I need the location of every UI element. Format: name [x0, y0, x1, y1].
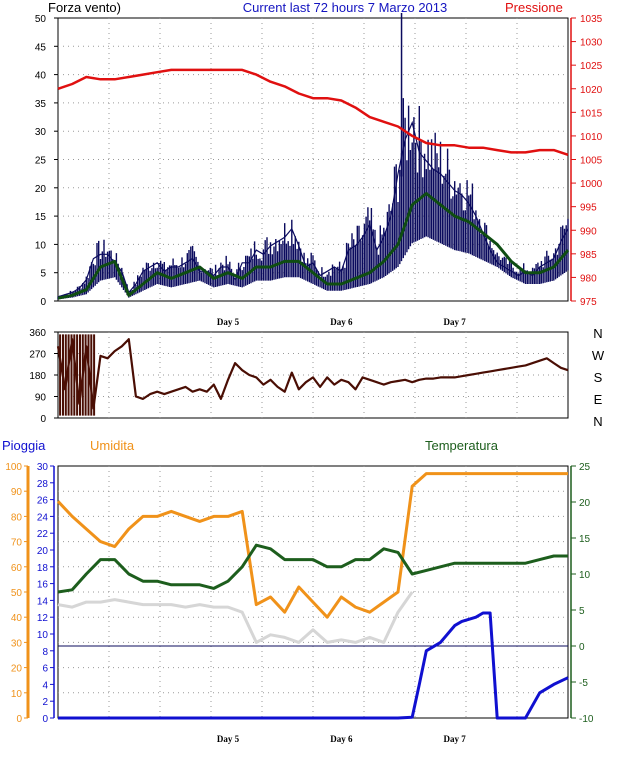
temperature-tick-label: 0	[579, 642, 585, 653]
rain-tick-label: 22	[37, 529, 49, 540]
temperature-series	[57, 543, 568, 594]
y-tick-label: 5	[40, 269, 46, 280]
rain-axis-title: Pioggia	[2, 438, 46, 453]
humidity-axis-title: Umidita	[90, 438, 135, 453]
y-tick-label: 360	[29, 328, 46, 339]
y-tick-label: 90	[35, 393, 47, 404]
y-tick-label: 40	[35, 71, 47, 82]
pressure-series	[57, 68, 569, 156]
temperature-tick-label: -10	[579, 714, 594, 725]
direction-chart-grid	[58, 332, 568, 418]
rain-tick-label: 26	[37, 496, 49, 507]
x-tick-label: Day 6	[330, 317, 353, 327]
pressure-tick-label: 1005	[580, 156, 603, 167]
rain-tick-label: 4	[42, 680, 48, 691]
pressure-axis-title: Pressione	[505, 0, 563, 15]
rain-tick-label: 8	[42, 647, 48, 658]
humidity-tick-label: 50	[11, 588, 23, 599]
pressure-tick-label: 985	[580, 250, 597, 261]
humidity-tick-label: 30	[11, 638, 23, 649]
compass-label: N	[593, 414, 602, 429]
y-tick-label: 20	[35, 184, 47, 195]
x-tick-label: Day 6	[330, 734, 353, 744]
wind-direction-oscillation	[59, 334, 96, 416]
pressure-tick-label: 975	[580, 297, 597, 308]
x-tick-label: Day 7	[444, 317, 467, 327]
compass-label: S	[594, 370, 603, 385]
pressure-tick-label: 990	[580, 226, 597, 237]
humidity-tick-label: 90	[11, 487, 23, 498]
humidity-tick-label: 20	[11, 664, 23, 675]
pressure-tick-label: 1020	[580, 85, 603, 96]
rain-series	[58, 611, 569, 720]
rain-tick-label: 10	[37, 630, 49, 641]
rain-tick-label: 6	[42, 664, 48, 675]
rain-tick-label: 18	[37, 563, 49, 574]
wind-mean-series	[57, 192, 570, 300]
y-tick-label: 0	[40, 414, 46, 425]
dewpoint-series	[57, 591, 414, 644]
humidity-tick-label: 10	[11, 689, 23, 700]
y-tick-label: 0	[40, 297, 46, 308]
rain-tick-label: 14	[37, 596, 49, 607]
x-tick-label: Day 5	[217, 734, 240, 744]
pressure-tick-label: 1035	[580, 14, 603, 25]
pressure-tick-label: 995	[580, 203, 597, 214]
rain-tick-label: 24	[37, 512, 49, 523]
y-tick-label: 45	[35, 42, 47, 53]
humidity-tick-label: 80	[11, 512, 23, 523]
rain-tick-label: 28	[37, 479, 49, 490]
rain-tick-label: 12	[37, 613, 49, 624]
y-tick-label: 35	[35, 99, 47, 110]
y-tick-label: 270	[29, 350, 46, 361]
pressure-tick-label: 1025	[580, 61, 603, 72]
temperature-tick-label: 5	[579, 606, 585, 617]
y-tick-label: 30	[35, 127, 47, 138]
temperature-tick-label: 25	[579, 462, 591, 473]
compass-label: W	[592, 348, 605, 363]
humidity-tick-label: 0	[16, 714, 22, 725]
rain-tick-label: 2	[42, 697, 48, 708]
x-tick-label: Day 7	[444, 734, 467, 744]
pressure-tick-label: 1000	[580, 179, 603, 190]
climate-chart-grid	[58, 466, 568, 718]
y-tick-label: 25	[35, 156, 47, 167]
compass-label: E	[594, 392, 603, 407]
humidity-tick-label: 60	[11, 563, 23, 574]
rain-tick-label: 30	[37, 462, 49, 473]
wind-axis-title: Forza vento)	[48, 0, 121, 15]
humidity-series	[56, 472, 568, 619]
y-tick-label: 50	[35, 14, 47, 25]
humidity-tick-label: 70	[11, 538, 23, 549]
pressure-tick-label: 1010	[580, 132, 603, 143]
pressure-tick-label: 1015	[580, 108, 603, 119]
humidity-tick-label: 100	[5, 462, 22, 473]
y-tick-label: 180	[29, 371, 46, 382]
pressure-tick-label: 1030	[580, 38, 603, 49]
chart-title: Current last 72 hours 7 Marzo 2013	[243, 0, 448, 15]
temperature-tick-label: 10	[579, 570, 591, 581]
temperature-tick-label: 15	[579, 534, 591, 545]
temperature-tick-label: 20	[579, 498, 591, 509]
temperature-tick-label: -5	[579, 678, 588, 689]
x-tick-label: Day 5	[217, 317, 240, 327]
rain-tick-label: 20	[37, 546, 49, 557]
rain-tick-label: 0	[42, 714, 48, 725]
pressure-tick-label: 980	[580, 273, 597, 284]
rain-tick-label: 16	[37, 580, 49, 591]
wind-direction-series	[56, 338, 569, 410]
temperature-axis-title: Temperatura	[425, 438, 499, 453]
humidity-tick-label: 40	[11, 613, 23, 624]
y-tick-label: 10	[35, 240, 47, 251]
compass-label: N	[593, 326, 602, 341]
y-tick-label: 15	[35, 212, 47, 223]
